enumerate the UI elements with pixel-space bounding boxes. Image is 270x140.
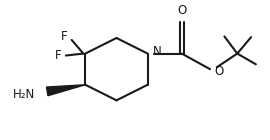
Text: H₂N: H₂N xyxy=(12,88,35,101)
Text: O: O xyxy=(177,4,186,17)
Text: O: O xyxy=(214,65,223,78)
Text: F: F xyxy=(55,49,61,62)
Text: N: N xyxy=(153,45,161,58)
Polygon shape xyxy=(46,85,85,96)
Text: F: F xyxy=(60,30,67,43)
